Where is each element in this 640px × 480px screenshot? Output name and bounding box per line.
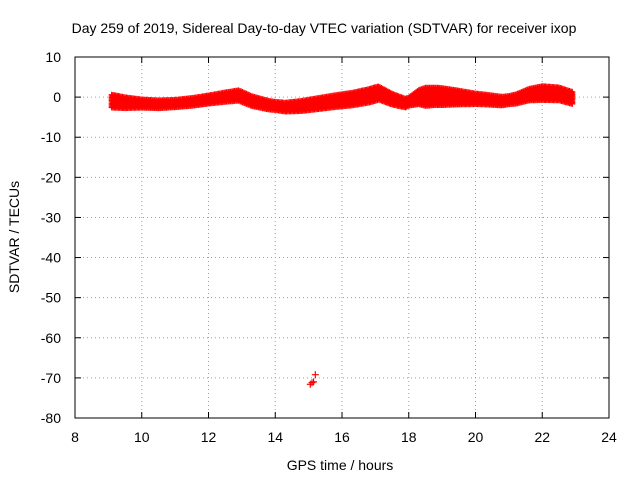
chart-title: Day 259 of 2019, Sidereal Day-to-day VTE… <box>72 20 577 36</box>
x-tick-label: 12 <box>201 429 217 445</box>
outlier-point <box>310 378 318 386</box>
x-tick-label: 24 <box>601 429 617 445</box>
y-tick-label: -60 <box>41 330 61 346</box>
y-axis-label: SDTVAR / TECUs <box>6 181 22 293</box>
x-axis-label: GPS time / hours <box>287 457 394 473</box>
y-tick-label: -80 <box>41 410 61 426</box>
data-layer <box>108 83 576 115</box>
x-tick-label: 10 <box>134 429 150 445</box>
x-tick-label: 14 <box>267 429 283 445</box>
y-tick-label: -20 <box>41 169 61 185</box>
outlier-point <box>308 379 316 387</box>
y-tick-label: -30 <box>41 209 61 225</box>
x-tick-label: 22 <box>534 429 550 445</box>
outlier-point <box>311 371 319 379</box>
x-tick-label: 16 <box>334 429 350 445</box>
outlier-layer <box>306 371 319 388</box>
y-tick-label: -10 <box>41 129 61 145</box>
axis-layer: 8 10 12 14 16 18 20 22 24 10 0 -10 -20 -30 -40 -50 -60 -7… <box>41 49 617 445</box>
x-tick-label: 18 <box>401 429 417 445</box>
y-tick-label: 0 <box>53 89 61 105</box>
grid-layer <box>75 57 609 418</box>
x-tick-label: 20 <box>468 429 484 445</box>
x-tick-label: 8 <box>71 429 79 445</box>
data-point <box>569 88 576 95</box>
y-tick-label: -70 <box>41 370 61 386</box>
y-tick-label: -40 <box>41 250 61 266</box>
y-tick-label: 10 <box>45 49 61 65</box>
y-tick-label: -50 <box>41 290 61 306</box>
